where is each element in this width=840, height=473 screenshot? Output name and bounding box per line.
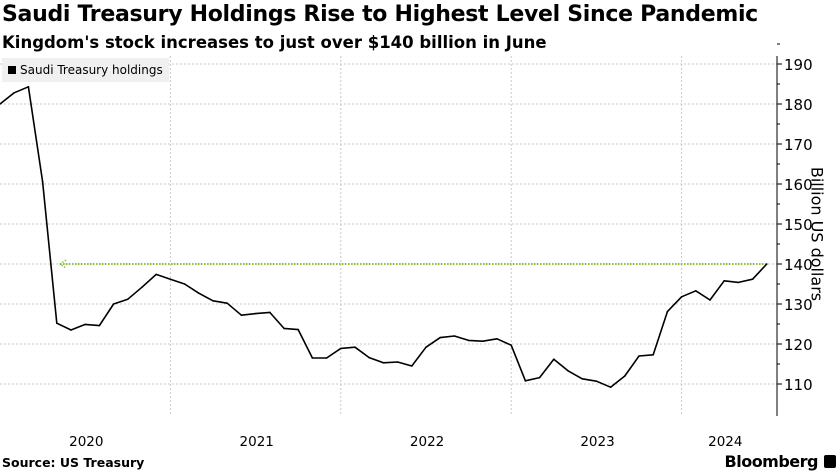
bloomberg-chart-icon <box>824 455 836 468</box>
data-point-2021-01 <box>183 283 186 285</box>
data-point-2021-09 <box>297 328 300 331</box>
legend-label: Saudi Treasury holdings <box>20 63 163 77</box>
data-point-2022-02 <box>368 356 371 359</box>
data-point-2023-12 <box>680 296 683 298</box>
y-tick-label: 170 <box>784 136 813 154</box>
data-point-2022-04 <box>396 361 399 363</box>
data-point-2020-04 <box>56 322 58 325</box>
y-tick-label: 190 <box>784 56 813 74</box>
data-point-2020-12 <box>169 278 172 281</box>
data-point-2024-05 <box>751 278 754 281</box>
data-point-2020-05 <box>70 329 72 331</box>
y-tick-label: 110 <box>784 376 813 394</box>
data-point-2022-09 <box>467 339 470 342</box>
data-point-2024-06 <box>766 263 768 265</box>
data-point-2024-04 <box>737 281 740 284</box>
data-point-2022-07 <box>439 336 442 339</box>
data-point-2022-11 <box>496 338 498 340</box>
data-point-2021-10 <box>311 357 314 359</box>
data-point-2023-05 <box>581 378 583 380</box>
y-tick-label: 130 <box>784 296 813 314</box>
data-point-2020-08 <box>112 303 115 305</box>
data-point-2021-05 <box>240 314 243 317</box>
y-tick-label: 180 <box>784 96 813 114</box>
data-point-2020-06 <box>84 323 86 326</box>
y-tick-label: 140 <box>784 256 813 274</box>
y-tick-label: 120 <box>784 336 813 354</box>
data-point-2021-11 <box>325 357 328 359</box>
data-point-2020-02 <box>27 86 30 88</box>
data-point-2019-12 <box>0 103 1 105</box>
data-point-2023-09 <box>638 355 640 357</box>
data-point-2024-03 <box>723 280 725 282</box>
x-tick-label: 2020 <box>69 434 103 450</box>
bloomberg-logo: Bloomberg <box>724 452 819 471</box>
chart-title: Saudi Treasury Holdings Rise to Highest … <box>2 2 758 27</box>
data-point-2023-01 <box>524 380 527 382</box>
data-point-2021-06 <box>254 312 257 315</box>
data-point-2023-04 <box>567 370 569 372</box>
y-axis-label: Billion US dollars <box>807 166 827 302</box>
data-point-2023-02 <box>538 376 541 379</box>
data-point-2021-12 <box>340 347 342 350</box>
source-note: Source: US Treasury <box>2 455 145 470</box>
data-point-2021-08 <box>283 327 285 330</box>
data-point-2021-02 <box>198 292 200 295</box>
data-point-2023-11 <box>666 310 669 313</box>
data-point-2024-02 <box>709 299 711 301</box>
x-tick-label: 2022 <box>410 434 444 450</box>
data-point-2020-09 <box>127 298 129 301</box>
data-point-2022-10 <box>482 340 484 343</box>
data-point-2022-08 <box>453 335 456 337</box>
data-point-2020-07 <box>98 324 101 327</box>
data-point-2020-11 <box>155 273 157 276</box>
data-point-2020-03 <box>41 180 44 183</box>
x-tick-label: 2023 <box>580 434 614 450</box>
legend-swatch <box>8 66 16 74</box>
data-point-2023-10 <box>652 354 654 356</box>
data-point-2020-01 <box>13 92 15 94</box>
data-point-2020-10 <box>141 286 143 289</box>
series-line-saudi-treasury-holdings <box>0 86 768 389</box>
data-point-2021-04 <box>226 302 228 305</box>
data-point-2023-06 <box>595 380 598 383</box>
data-point-2024-01 <box>695 290 697 292</box>
y-tick-label: 150 <box>784 216 813 234</box>
chart-subtitle: Kingdom's stock increases to just over $… <box>2 33 547 52</box>
data-point-2022-03 <box>382 362 385 364</box>
data-point-2022-01 <box>354 346 356 349</box>
data-point-2021-03 <box>212 300 214 302</box>
data-point-2021-07 <box>269 311 271 314</box>
data-point-2022-12 <box>510 344 512 347</box>
x-tick-label: 2024 <box>708 434 742 450</box>
data-point-2022-06 <box>425 346 427 349</box>
data-point-2023-03 <box>553 358 555 361</box>
data-point-2023-07 <box>609 386 612 389</box>
reference-arrow-icon <box>58 259 67 269</box>
data-point-2022-05 <box>411 365 413 367</box>
data-point-2023-08 <box>624 375 626 377</box>
y-tick-label: 160 <box>784 176 813 194</box>
legend: Saudi Treasury holdings <box>2 58 169 82</box>
x-tick-label: 2021 <box>240 434 274 450</box>
